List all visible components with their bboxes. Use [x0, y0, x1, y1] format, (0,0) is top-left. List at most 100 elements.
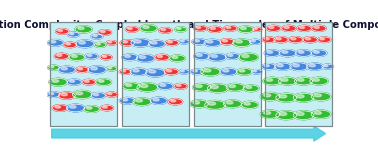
Circle shape — [232, 39, 251, 47]
Text: Solution Complexity: Coupled Length and Timescales of Multiple Components: Solution Complexity: Coupled Length and … — [0, 20, 378, 30]
Circle shape — [47, 92, 60, 97]
Circle shape — [119, 97, 135, 104]
Circle shape — [225, 53, 240, 59]
Circle shape — [94, 42, 106, 47]
Circle shape — [100, 55, 112, 60]
Circle shape — [222, 40, 228, 42]
Circle shape — [61, 93, 67, 96]
Circle shape — [148, 40, 165, 47]
Circle shape — [134, 40, 141, 43]
Circle shape — [220, 68, 237, 75]
Circle shape — [58, 66, 76, 73]
Circle shape — [136, 83, 158, 92]
Circle shape — [122, 54, 138, 61]
Circle shape — [290, 63, 308, 71]
Circle shape — [239, 53, 258, 61]
Circle shape — [276, 93, 297, 102]
Circle shape — [98, 30, 112, 35]
Circle shape — [179, 70, 189, 74]
Circle shape — [102, 106, 107, 108]
Circle shape — [179, 40, 189, 44]
Circle shape — [107, 66, 117, 71]
Circle shape — [266, 25, 281, 31]
Circle shape — [251, 70, 262, 74]
Circle shape — [91, 34, 103, 39]
Circle shape — [140, 25, 157, 32]
Circle shape — [293, 64, 299, 67]
Circle shape — [194, 40, 200, 42]
Bar — [194, 22, 260, 126]
Circle shape — [122, 54, 138, 61]
Circle shape — [49, 78, 68, 86]
Circle shape — [249, 39, 261, 44]
Circle shape — [309, 64, 315, 67]
Circle shape — [57, 54, 62, 56]
Circle shape — [243, 85, 259, 92]
Circle shape — [136, 55, 154, 62]
Circle shape — [150, 97, 167, 104]
Circle shape — [72, 55, 77, 58]
Circle shape — [324, 65, 328, 67]
Circle shape — [284, 26, 289, 28]
Circle shape — [50, 41, 56, 43]
Circle shape — [220, 68, 237, 75]
Circle shape — [311, 110, 331, 118]
Circle shape — [153, 98, 159, 101]
Circle shape — [307, 63, 323, 70]
Circle shape — [76, 67, 89, 73]
Circle shape — [318, 37, 331, 42]
Circle shape — [204, 39, 221, 46]
Circle shape — [91, 93, 105, 99]
Circle shape — [223, 100, 242, 108]
Circle shape — [96, 43, 101, 45]
Circle shape — [293, 111, 314, 120]
Circle shape — [137, 83, 158, 92]
Circle shape — [108, 41, 112, 43]
Circle shape — [85, 54, 98, 59]
Circle shape — [67, 79, 81, 85]
Circle shape — [148, 40, 165, 48]
Circle shape — [208, 102, 215, 105]
Circle shape — [91, 93, 105, 99]
Circle shape — [67, 79, 82, 85]
Circle shape — [266, 79, 273, 81]
Circle shape — [267, 51, 273, 53]
Circle shape — [204, 39, 221, 46]
Circle shape — [67, 104, 85, 112]
Circle shape — [311, 50, 327, 56]
Circle shape — [122, 99, 128, 101]
Circle shape — [274, 63, 291, 70]
Circle shape — [87, 107, 92, 109]
Circle shape — [159, 28, 172, 33]
Circle shape — [175, 27, 187, 32]
Circle shape — [220, 39, 234, 45]
Circle shape — [179, 40, 189, 44]
Circle shape — [87, 55, 92, 56]
Circle shape — [108, 93, 112, 95]
Circle shape — [107, 41, 117, 45]
Circle shape — [76, 40, 94, 48]
Circle shape — [76, 40, 94, 48]
Circle shape — [279, 50, 296, 57]
Circle shape — [238, 26, 254, 33]
Circle shape — [155, 54, 169, 60]
Circle shape — [151, 41, 157, 44]
Circle shape — [207, 41, 213, 43]
Circle shape — [249, 39, 261, 44]
Circle shape — [94, 42, 106, 47]
Circle shape — [322, 64, 333, 69]
Circle shape — [68, 32, 79, 37]
Circle shape — [133, 98, 151, 106]
Circle shape — [88, 66, 106, 73]
Circle shape — [75, 26, 92, 33]
Circle shape — [69, 54, 85, 61]
Circle shape — [85, 80, 89, 82]
Circle shape — [125, 27, 139, 32]
Circle shape — [238, 26, 254, 33]
Circle shape — [105, 92, 118, 97]
Circle shape — [48, 39, 64, 46]
Circle shape — [205, 101, 225, 109]
Circle shape — [193, 83, 211, 91]
Circle shape — [70, 33, 74, 35]
Circle shape — [52, 105, 68, 111]
